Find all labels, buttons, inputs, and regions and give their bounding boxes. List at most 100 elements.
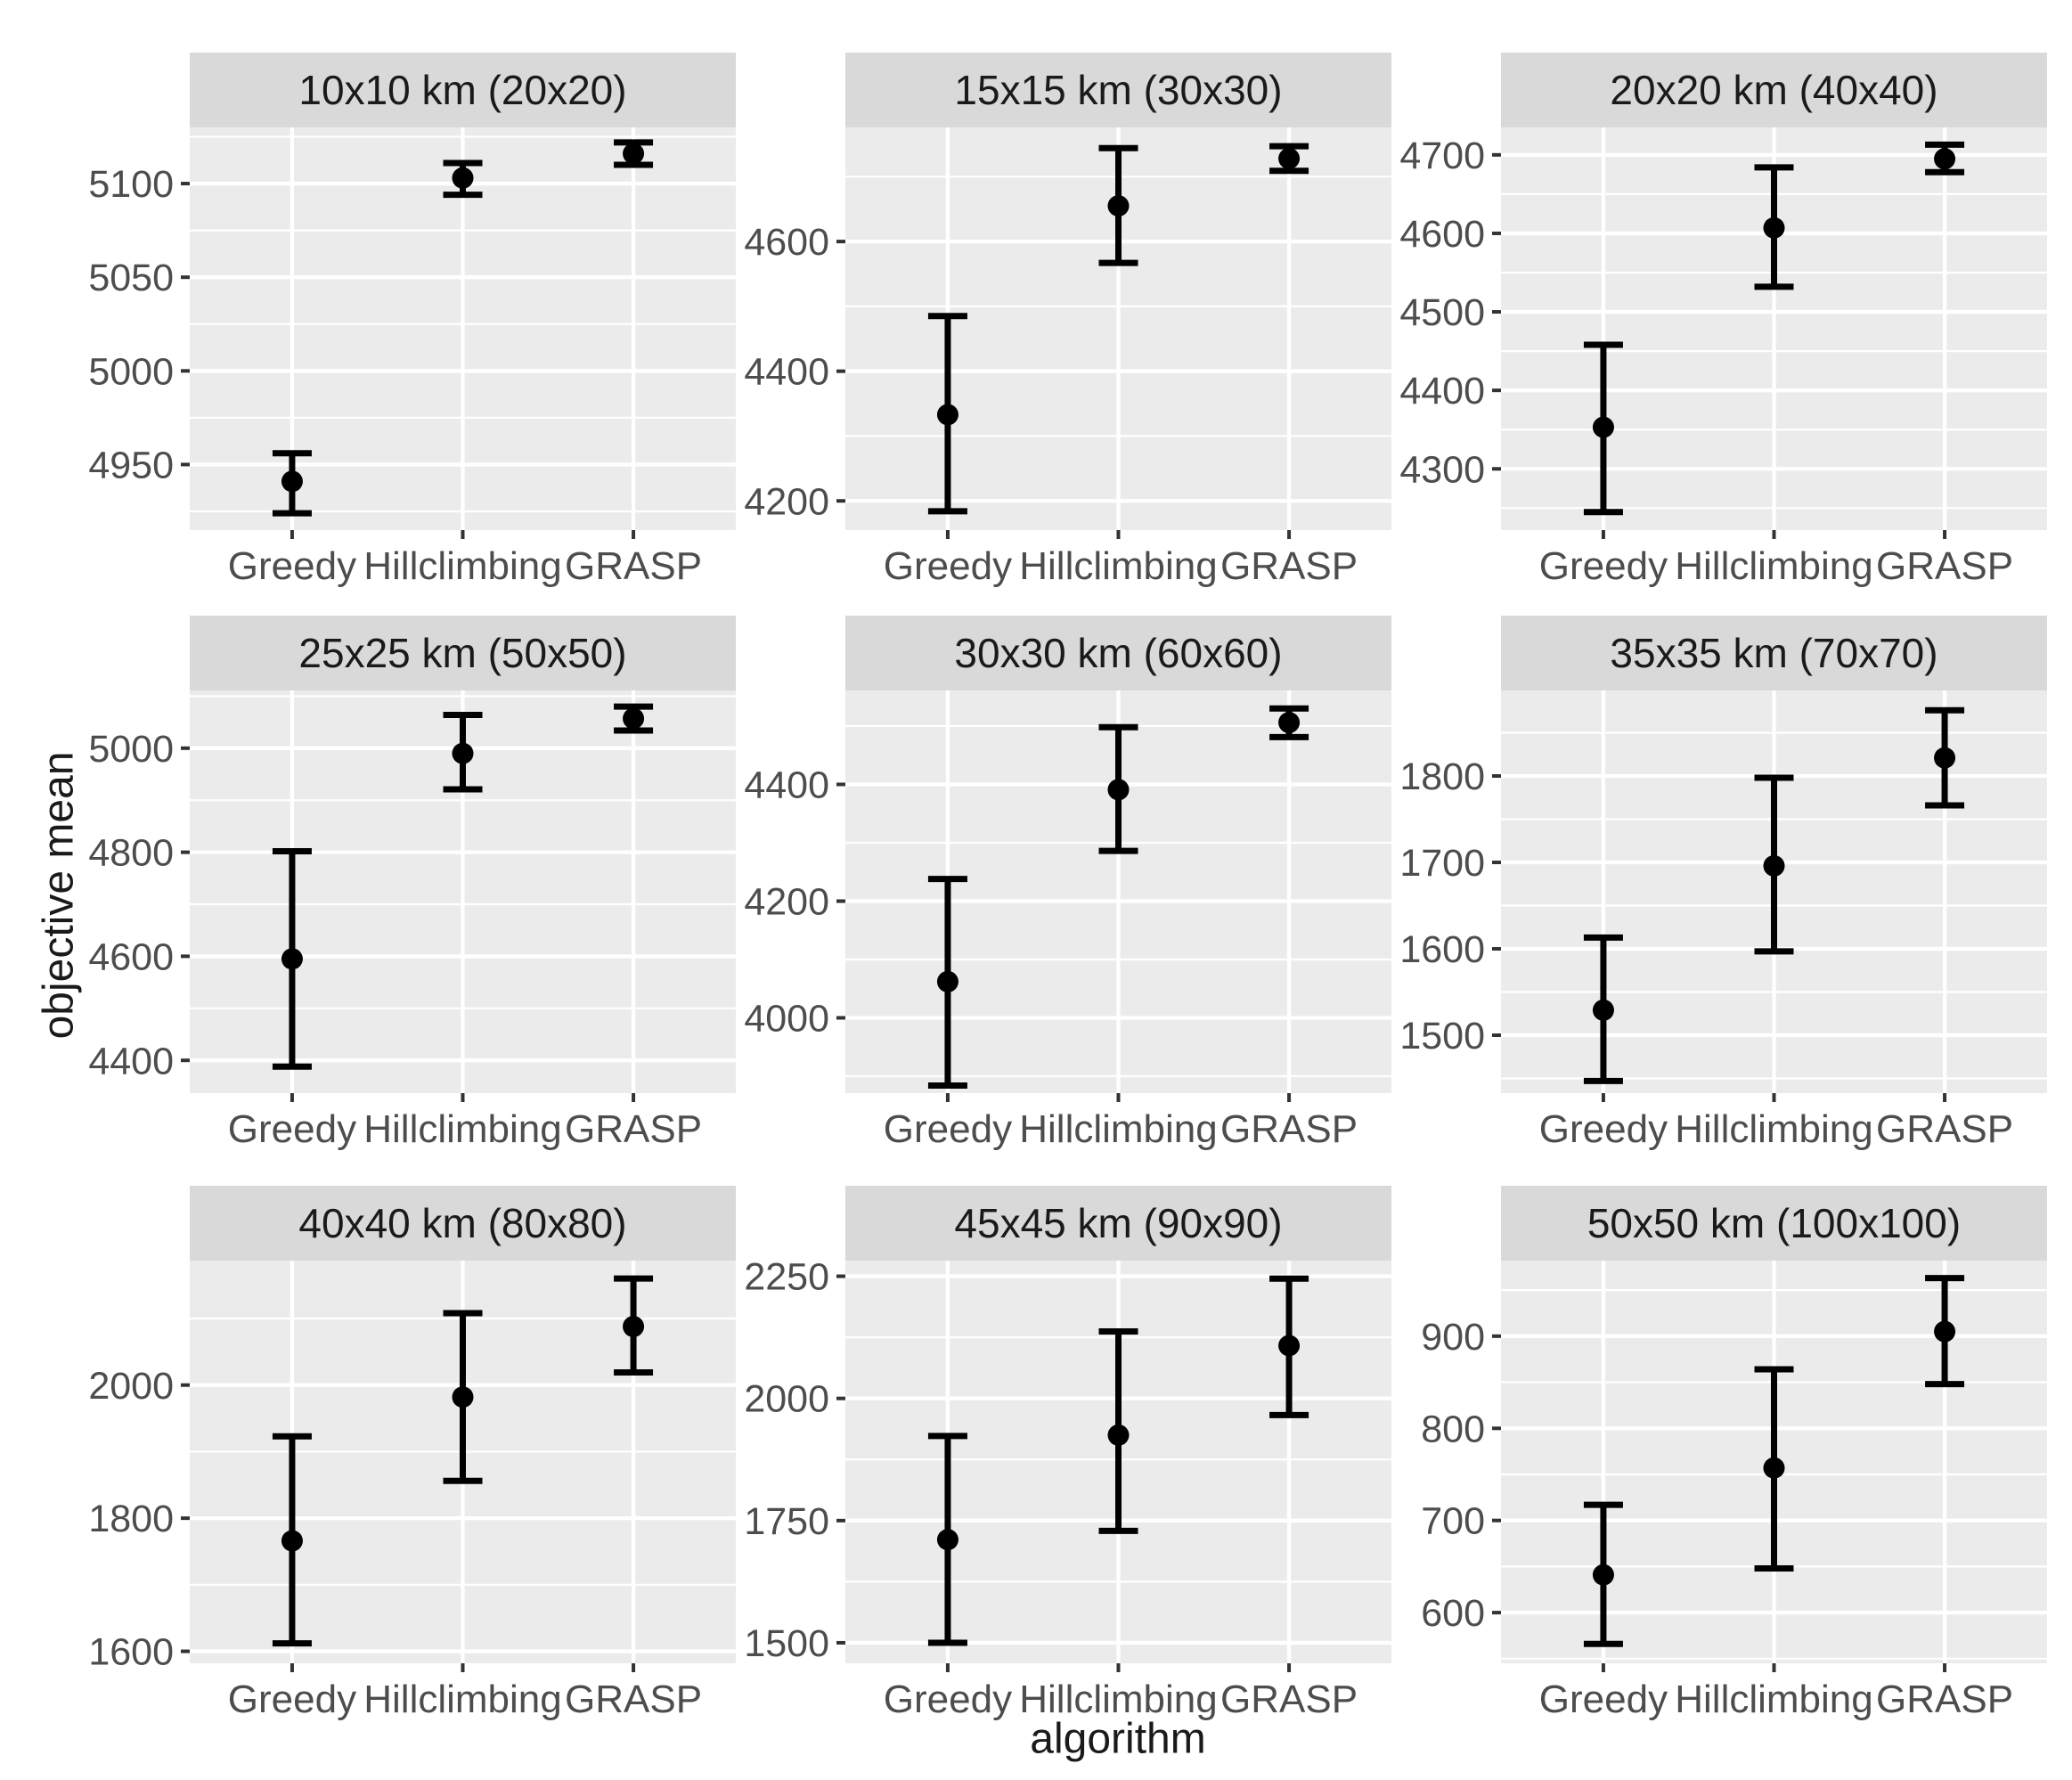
facet-1: 10x10 km (20x20) 4950 5000 5050 5100 Greedy Hi… [89,53,736,610]
x-tick-label-hillclimbing: Hillclimbing [1675,544,1873,588]
facet-6: 35x35 km (70x70) 1500 1600 1700 1800 Greedy Hi… [1400,616,2047,1173]
errorbar-grasp [1269,143,1309,175]
point-grasp [1278,1335,1301,1357]
y-tick-label: 2000 [89,1365,174,1408]
strip-title: 20x20 km (40x40) [1610,67,1937,113]
facet-8: 45x45 km (90x90) 1500 1750 2000 2250 Greedy Hi… [745,1186,1391,1743]
strip [845,53,1391,127]
point-greedy [936,1529,959,1551]
y-tick-label: 4200 [745,480,829,523]
x-tick-label-hillclimbing: Hillclimbing [1675,1107,1873,1151]
y-tick-label: 1600 [89,1631,174,1674]
x-tick-label-greedy: Greedy [884,544,1012,588]
strip [845,616,1391,690]
point-greedy [281,948,303,970]
strip [190,616,736,690]
y-tick-label: 4600 [1400,213,1485,256]
y-tick-label: 4700 [1400,135,1485,177]
facet-chart: 25x25 km (50x50) 4400 4600 4800 5000 Greedy Hi… [89,616,736,1151]
point-hillclimbing [1107,1424,1130,1446]
x-tick-label-hillclimbing: Hillclimbing [363,1678,562,1721]
facet-3: 20x20 km (40x40) 4300 4400 4500 4600 4700 Gree… [1400,53,2047,610]
errorbar-hillclimbing [1754,164,1794,290]
x-tick-label-grasp: GRASP [1220,1107,1358,1151]
errorbar-hillclimbing [1754,1366,1794,1572]
errorbar-hillclimbing [1098,723,1138,854]
errorbar-hillclimbing [1754,774,1794,955]
errorbar-greedy [927,313,967,515]
x-tick-label-greedy: Greedy [228,544,356,588]
errorbar-hillclimbing [1098,1328,1138,1534]
strip-title: 40x40 km (80x80) [298,1200,626,1246]
point-hillclimbing [1763,1457,1785,1479]
point-grasp [1934,747,1956,769]
x-tick-label-grasp: GRASP [1876,544,2013,588]
point-greedy [936,404,959,426]
errorbar-grasp [1925,1275,1965,1388]
errorbar-grasp [614,139,654,168]
x-tick-label-hillclimbing: Hillclimbing [1675,1678,1873,1721]
point-grasp [1934,1320,1956,1343]
point-hillclimbing [1107,195,1130,217]
strip-title: 10x10 km (20x20) [298,67,626,113]
strip [1501,53,2047,127]
point-greedy [281,470,303,493]
facet-chart: 35x35 km (70x70) 1500 1600 1700 1800 Greedy Hi… [1400,616,2047,1151]
point-greedy [281,1530,303,1552]
errorbar-greedy [272,1433,312,1647]
y-tick-label: 1500 [745,1622,829,1665]
errorbar-greedy [927,876,967,1089]
x-tick-label-hillclimbing: Hillclimbing [1019,1107,1218,1151]
x-tick-label-grasp: GRASP [1876,1678,2013,1721]
y-tick-label: 1600 [1400,928,1485,971]
y-tick-label: 5000 [89,350,174,393]
point-grasp [1278,147,1301,169]
facet-4: 25x25 km (50x50) 4400 4600 4800 5000 Greedy Hi… [89,616,736,1173]
point-hillclimbing [1763,854,1785,877]
x-tick-label-hillclimbing: Hillclimbing [363,544,562,588]
y-tick-label: 2250 [745,1256,829,1299]
y-tick-label: 4500 [1400,291,1485,334]
x-tick-label-hillclimbing: Hillclimbing [1019,1678,1218,1721]
y-tick-label: 4400 [89,1040,174,1082]
point-hillclimbing [452,742,474,764]
point-grasp [623,143,645,165]
errorbar-greedy [1583,341,1623,516]
errorbar-greedy [1583,934,1623,1084]
errorbar-hillclimbing [1098,144,1138,266]
point-greedy [1592,1564,1614,1586]
facet-9: 50x50 km (100x100) 600 700 800 900 Greedy Hill… [1400,1186,2047,1743]
point-hillclimbing [452,1386,474,1408]
x-tick-label-grasp: GRASP [1876,1107,2013,1151]
facet-chart: 45x45 km (90x90) 1500 1750 2000 2250 Greedy Hi… [745,1186,1391,1721]
x-tick-label-greedy: Greedy [884,1678,1012,1721]
point-grasp [623,1315,645,1337]
y-tick-label: 900 [1421,1316,1485,1359]
x-tick-label-grasp: GRASP [1220,1678,1358,1721]
y-tick-label: 700 [1421,1500,1485,1543]
point-greedy [1592,416,1614,438]
x-tick-label-grasp: GRASP [565,1107,702,1151]
point-grasp [1278,712,1301,734]
y-tick-label: 4600 [89,935,174,978]
strip-title: 35x35 km (70x70) [1610,630,1937,676]
x-tick-label-greedy: Greedy [228,1678,356,1721]
point-grasp [623,707,645,730]
errorbar-grasp [1925,141,1965,176]
strip-title: 45x45 km (90x90) [954,1200,1282,1246]
errorbar-grasp [1925,706,1965,809]
errorbar-grasp [1269,1275,1309,1418]
y-tick-label: 4800 [89,832,174,875]
strip [1501,616,2047,690]
x-tick-label-greedy: Greedy [1539,1107,1668,1151]
facet-chart: 30x30 km (60x60) 4000 4200 4400 Greedy Hillcl… [745,616,1391,1151]
y-tick-label: 1500 [1400,1015,1485,1057]
errorbar-greedy [272,847,312,1070]
errorbar-greedy [1583,1501,1623,1647]
y-tick-label: 1800 [89,1498,174,1540]
facet-2: 15x15 km (30x30) 4200 4400 4600 Greedy Hillcl… [745,53,1391,610]
point-grasp [1934,148,1956,170]
errorbar-hillclimbing [443,711,483,793]
y-tick-label: 2000 [745,1378,829,1421]
strip [845,1186,1391,1261]
